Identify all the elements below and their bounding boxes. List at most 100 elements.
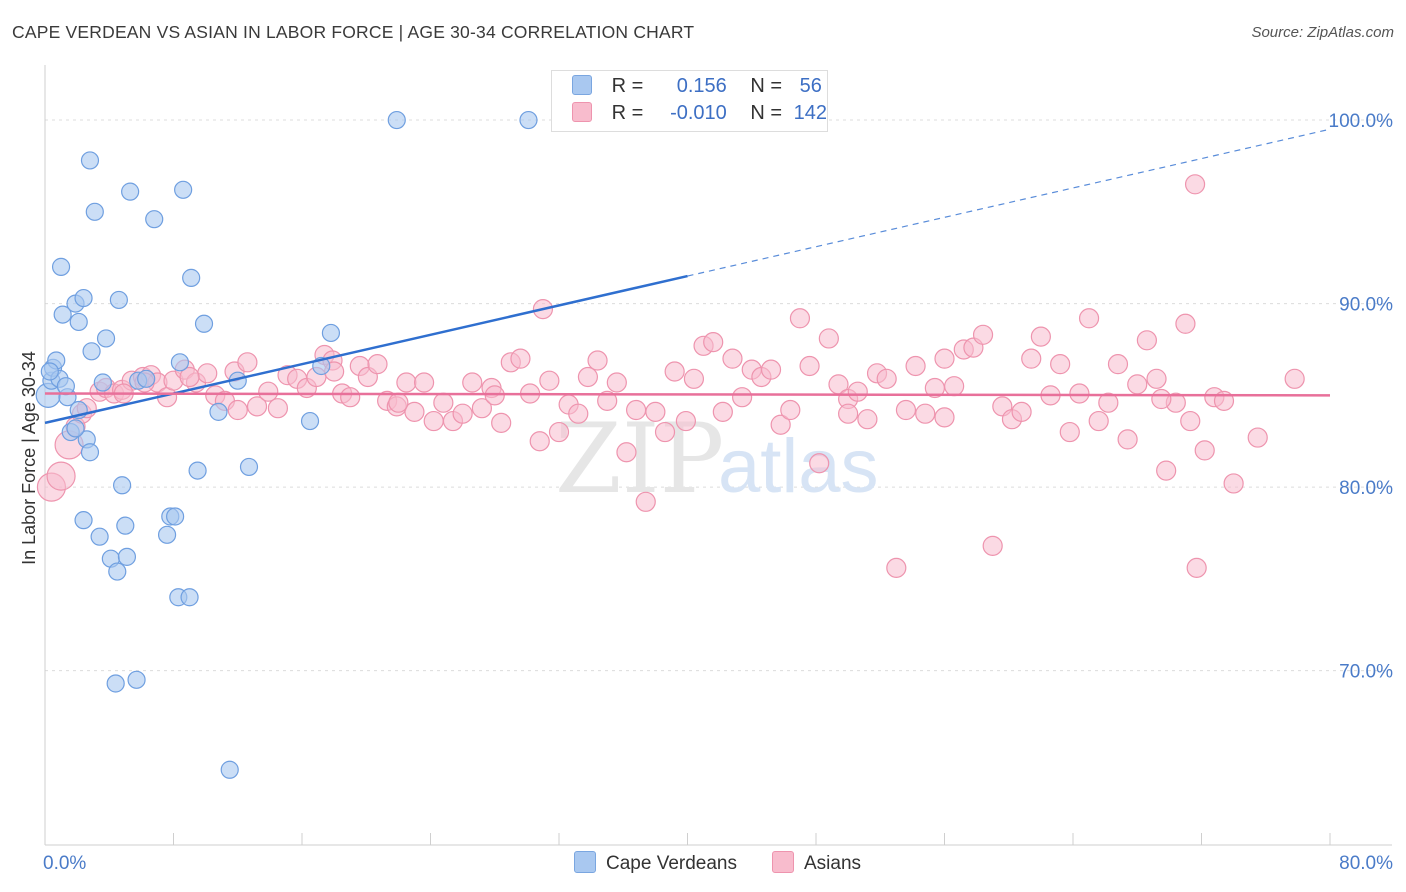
asian-point — [1088, 410, 1109, 432]
trend-lines — [44, 128, 1331, 425]
cape-verdean-point — [166, 507, 185, 526]
cape-verdean-point — [188, 461, 207, 480]
asian-point — [433, 392, 454, 413]
asian-point — [895, 399, 917, 421]
asian-point — [179, 366, 200, 388]
asian-point — [413, 372, 435, 393]
x-tick-label: 0.0% — [43, 853, 86, 874]
asian-point — [1107, 354, 1129, 375]
asian-point — [944, 376, 965, 397]
cape-verdean-point — [137, 369, 156, 388]
asian-point — [1284, 368, 1305, 389]
asian-point — [1011, 401, 1032, 422]
cape-verdean-point — [170, 353, 190, 372]
cape-verdean-point — [108, 562, 127, 581]
asian-point — [1184, 174, 1206, 195]
asian-points — [36, 174, 1305, 578]
asian-point — [597, 390, 618, 411]
asian-point — [886, 557, 907, 578]
y-tick-label: 90.0% — [1339, 295, 1393, 316]
grid-lines — [45, 119, 1392, 672]
cape-verdean-point — [90, 527, 109, 546]
asian-point — [857, 409, 878, 430]
bottom-legend-swatch-cape-verdean — [574, 851, 596, 873]
cape-verdean-point — [53, 305, 72, 324]
cape-verdean-point — [209, 402, 228, 421]
legend-r-label: R = — [611, 102, 644, 124]
y-tick-label: 70.0% — [1339, 662, 1393, 683]
asian-point — [972, 324, 994, 345]
cape-verdean-point — [121, 182, 140, 201]
y-tick-label: 100.0% — [1329, 111, 1394, 132]
asian-point — [905, 355, 926, 377]
asian-point — [799, 355, 820, 377]
asian-point — [664, 361, 685, 382]
asian-point — [404, 401, 425, 422]
asian-point — [1078, 308, 1100, 329]
bottom-legend-asian: Asians — [772, 851, 861, 875]
cape-verdean-point — [93, 373, 112, 392]
asian-point — [934, 348, 955, 369]
cape-verdean-point — [117, 547, 137, 566]
cape-verdean-point — [220, 760, 239, 779]
tick-labels: 70.0% 80.0% 90.0% 100.0% 0.0% 80.0% — [43, 111, 1393, 874]
asian-point — [934, 407, 955, 428]
asian-point — [471, 398, 492, 419]
axes — [44, 65, 1392, 846]
asian-point — [1151, 388, 1172, 410]
asian-point — [237, 352, 258, 373]
asian-point — [683, 368, 705, 389]
legend-r-value: 0.156 — [676, 75, 727, 97]
cape-verdean-point — [80, 151, 100, 170]
cape-verdean-point — [112, 476, 132, 495]
legend-r-label: R = — [611, 75, 644, 97]
watermark-atlas: atlas — [718, 424, 879, 509]
cape-verdean-point — [69, 312, 88, 332]
cape-verdean-point — [174, 180, 193, 199]
asian-point — [654, 421, 676, 443]
cape-verdean-point — [145, 210, 164, 229]
asian-point — [606, 372, 627, 393]
asian-point — [809, 453, 830, 474]
asian-point — [635, 491, 656, 512]
asian-point — [1180, 410, 1201, 432]
asian-trend-line — [44, 392, 1331, 397]
cape-verdean-point — [127, 670, 146, 689]
legend-n-value: 56 — [799, 75, 822, 97]
asian-point — [1223, 473, 1244, 494]
bottom-legend-label: Asians — [804, 853, 862, 874]
legend-n-label: N = — [750, 75, 783, 97]
bottom-legend-swatch-asian — [772, 851, 794, 873]
legend-row-cape-verdean: R = 0.156 N = 56 — [572, 75, 822, 101]
asian-point — [197, 363, 218, 384]
asian-point — [568, 403, 589, 424]
asian-point — [838, 403, 859, 424]
cape-verdean-point — [109, 290, 128, 310]
asian-point — [1186, 557, 1207, 578]
asian-point — [760, 359, 782, 380]
asian-point — [1146, 368, 1167, 389]
asian-point — [818, 328, 839, 349]
asian-point — [258, 381, 279, 402]
cape-verdean-point — [519, 110, 538, 130]
asian-point — [539, 370, 560, 391]
cape-verdean-point — [194, 314, 214, 333]
correlation-legend: R = 0.156 N = 56 R = -0.010 N = 142 — [551, 70, 828, 132]
asian-point — [1175, 313, 1196, 334]
asian-point — [616, 442, 637, 463]
cape-verdean-points — [35, 110, 538, 779]
cape-verdean-point — [56, 377, 75, 396]
asian-point — [462, 372, 483, 393]
asian-point — [1059, 421, 1080, 443]
asian-point — [982, 535, 1003, 556]
asian-point — [423, 410, 444, 432]
legend-r-value: -0.010 — [670, 102, 727, 124]
asian-point — [491, 412, 512, 433]
cape-verdean-point — [66, 419, 85, 438]
asian-point — [1069, 383, 1090, 404]
asian-point — [915, 403, 936, 424]
asian-point — [577, 366, 599, 388]
asian-point — [1247, 427, 1268, 448]
watermark: ZIP atlas — [555, 403, 879, 515]
